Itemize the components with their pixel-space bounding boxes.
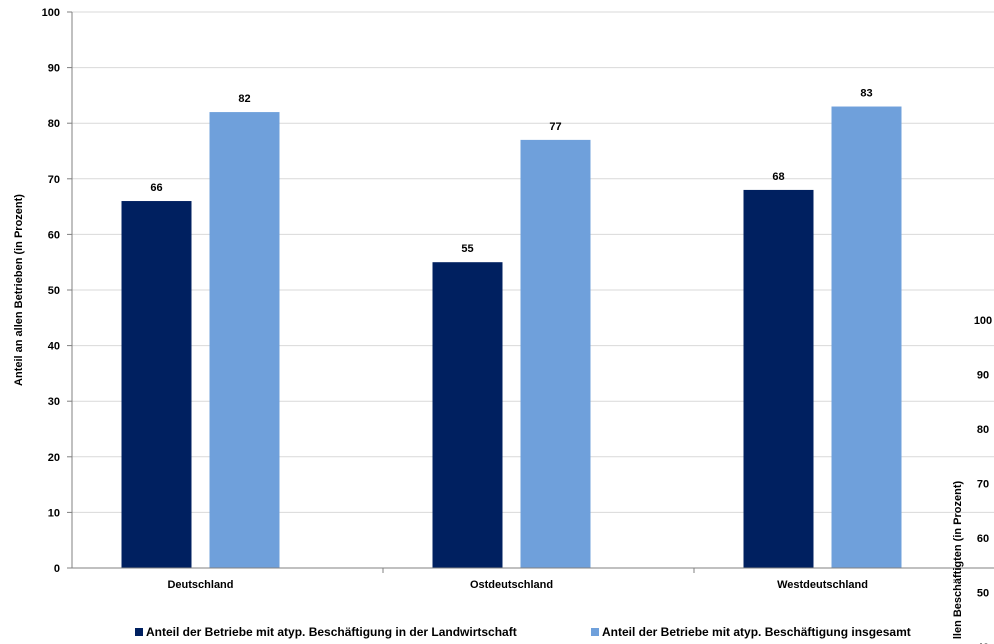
secondary-axis-title: llen Beschäftigten (in Prozent) [952, 481, 964, 640]
x-tick-label: Deutschland [167, 579, 233, 591]
axes [71, 12, 994, 573]
y-tick-label: 80 [48, 118, 60, 130]
y-tick-label: 0 [54, 563, 60, 575]
data-label: 68 [772, 171, 784, 183]
secondary-tick-label: 40 [977, 642, 989, 644]
data-label: 77 [549, 121, 561, 133]
y-tick-label: 50 [48, 285, 60, 297]
data-label: 83 [860, 88, 872, 100]
legend: Anteil der Betriebe mit atyp. Beschäftig… [135, 625, 911, 639]
y-tick-label: 20 [48, 452, 60, 464]
legend-label-insgesamt: Anteil der Betriebe mit atyp. Beschäftig… [602, 625, 911, 639]
legend-swatch-landwirtschaft [135, 628, 143, 636]
secondary-tick-label: 90 [977, 370, 989, 382]
secondary-tick-label: 70 [977, 479, 989, 491]
data-label: 82 [238, 93, 250, 105]
y-tick-label: 60 [48, 229, 60, 241]
secondary-axis-ticks: 100 90 80 70 60 50 40 [974, 315, 992, 644]
y-tick-label: 100 [42, 7, 60, 19]
legend-label-landwirtschaft: Anteil der Betriebe mit atyp. Beschäftig… [146, 625, 517, 639]
y-tick-label: 10 [48, 507, 60, 519]
category-labels: Deutschland Ostdeutschland Westdeutschland [167, 579, 867, 591]
y-tick-label: 40 [48, 341, 60, 353]
bar [209, 112, 280, 568]
legend-swatch-insgesamt [591, 628, 599, 636]
secondary-tick-label: 100 [974, 315, 992, 327]
secondary-tick-label: 80 [977, 424, 989, 436]
y-axis-title: Anteil an allen Betrieben (in Prozent) [13, 194, 25, 386]
x-tick-label: Ostdeutschland [470, 579, 553, 591]
secondary-tick-label: 50 [977, 588, 989, 600]
bar [743, 189, 814, 569]
data-label: 66 [150, 182, 162, 194]
y-axis-ticks: 0 10 20 30 40 50 60 70 80 90 100 [42, 7, 72, 575]
bar [831, 106, 902, 569]
data-labels: 66 82 55 77 68 83 [150, 88, 872, 256]
y-tick-label: 30 [48, 396, 60, 408]
bar [520, 139, 591, 568]
data-label: 55 [461, 243, 473, 255]
secondary-tick-label: 60 [977, 533, 989, 545]
bar [432, 262, 503, 568]
y-tick-label: 70 [48, 174, 60, 186]
bars [121, 106, 902, 569]
x-tick-label: Westdeutschland [777, 579, 868, 591]
y-tick-label: 90 [48, 63, 60, 75]
bar [121, 201, 192, 569]
